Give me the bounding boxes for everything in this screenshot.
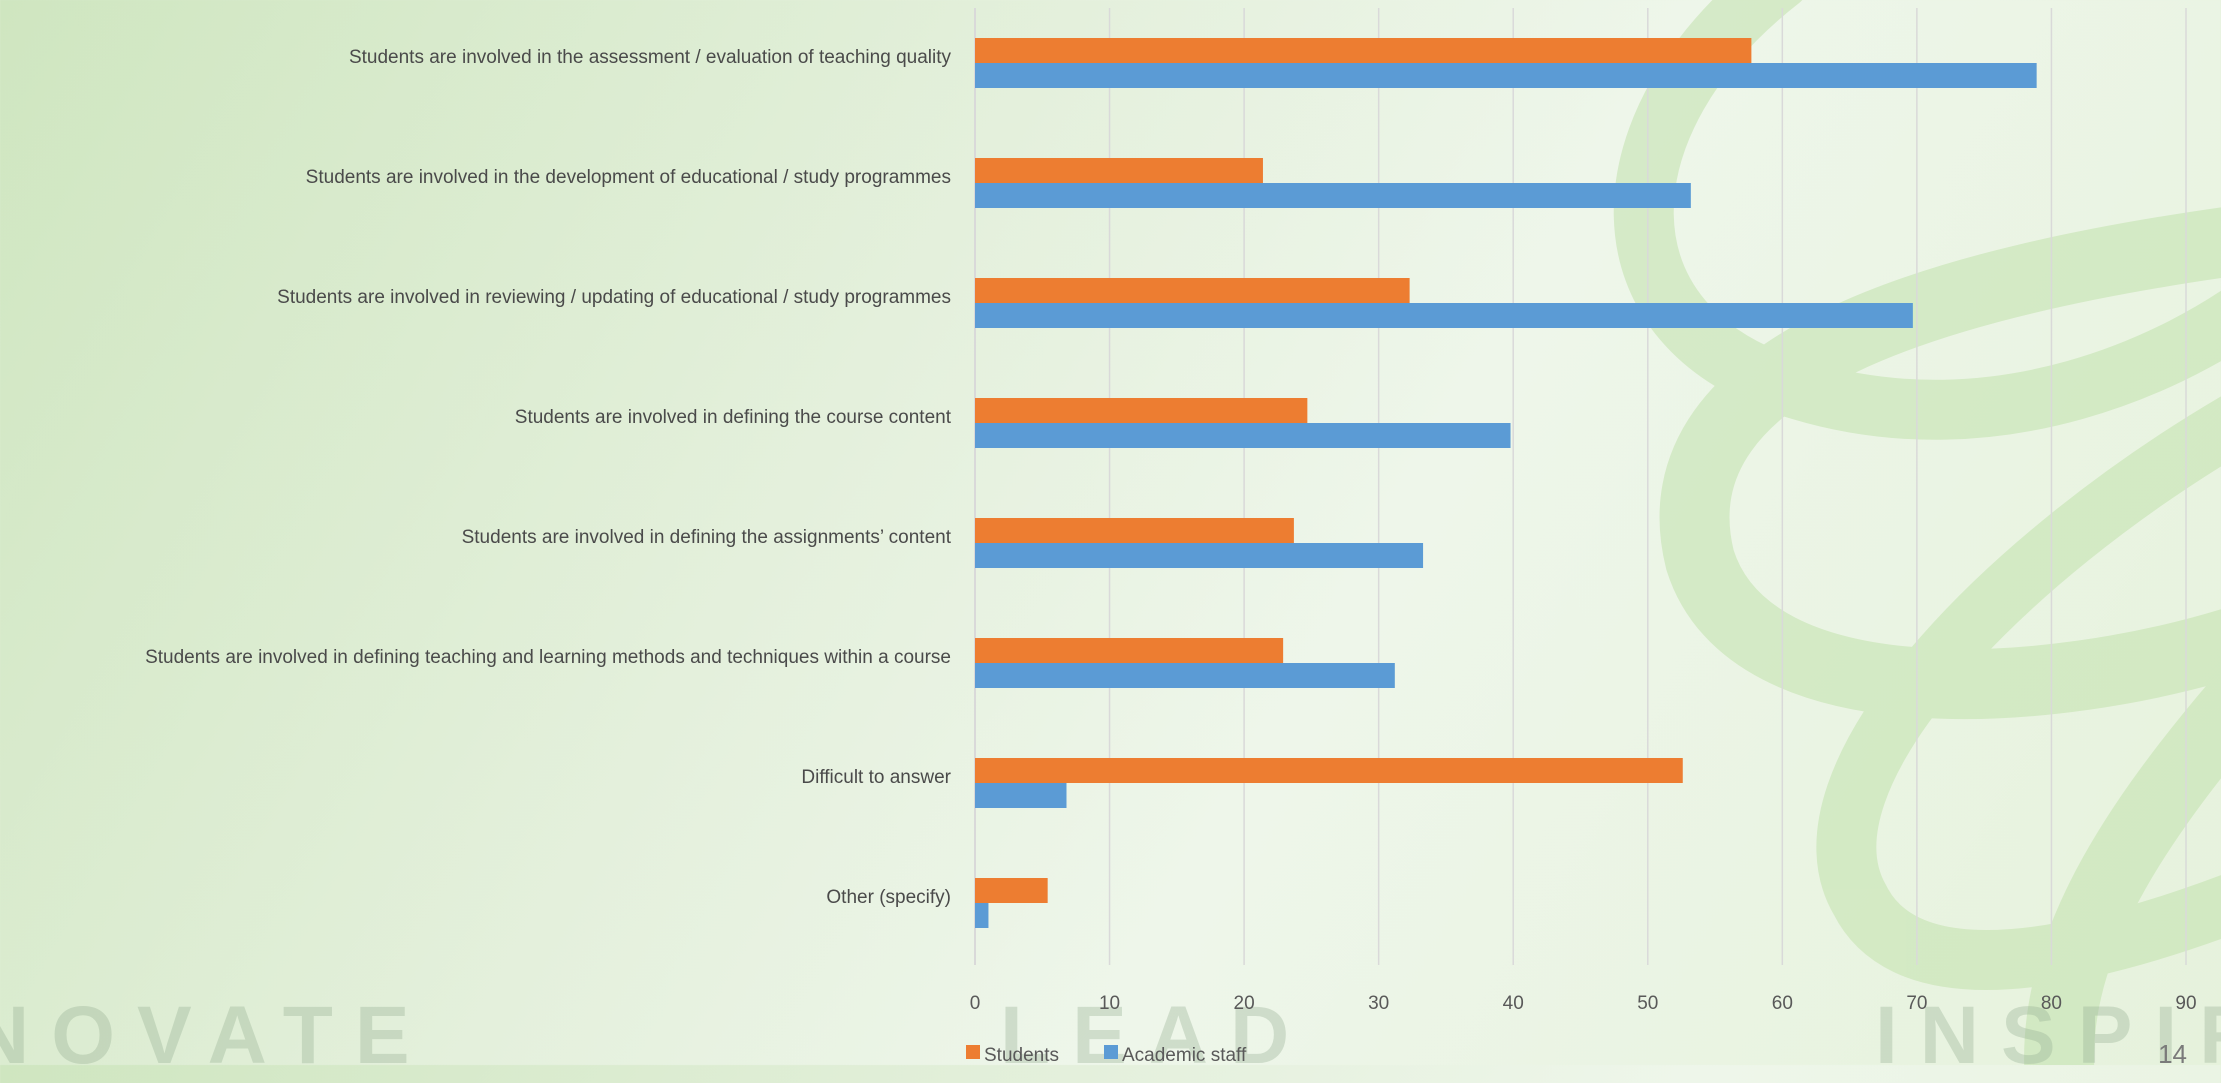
category-label: Other (specify) [826,887,951,908]
students-bar [975,878,1048,903]
academic-staff-bar [975,783,1067,808]
legend-swatch [1104,1045,1118,1059]
legend-item-students: Students [966,1045,1059,1065]
x-tick-label: 30 [1368,993,1389,1014]
academic-staff-bar [975,63,2037,88]
legend-label: Students [984,1045,1059,1065]
bars [975,38,2037,928]
category-label: Students are involved in the development… [306,167,951,188]
x-tick-label: 50 [1637,993,1658,1014]
academic-staff-bar [975,663,1395,688]
students-bar [975,38,1752,63]
legend-label: Academic staff [1122,1045,1247,1065]
legend: Students Academic staff [966,1045,1247,1065]
legend-item-academic-staff: Academic staff [1104,1045,1247,1065]
category-label: Students are involved in defining the as… [462,527,952,548]
academic-staff-bar [975,303,1913,328]
category-labels: Students are involved in the assessment … [145,47,952,908]
academic-staff-bar [975,423,1511,448]
students-bar [975,398,1308,423]
x-tick-label: 20 [1234,993,1255,1014]
page-number: 14 [2158,1039,2187,1065]
students-bar [975,278,1410,303]
category-label: Students are involved in defining teachi… [145,647,951,668]
category-label: Students are involved in the assessment … [349,47,952,68]
category-label: Students are involved in reviewing / upd… [277,287,951,308]
students-bar [975,758,1683,783]
legend-swatch [966,1045,980,1059]
students-bar [975,638,1284,663]
category-label: Students are involved in defining the co… [515,407,952,428]
academic-staff-bar [975,903,989,928]
students-bar [975,518,1294,543]
academic-staff-bar [975,543,1424,568]
gridlines [974,8,2187,965]
x-tick-label: 10 [1099,993,1120,1014]
students-bar [975,158,1263,183]
x-tick-label: 40 [1503,993,1524,1014]
x-axis-tick-labels: 0 10 20 30 40 50 60 70 80 90 [970,993,2197,1014]
x-tick-label: 0 [970,993,981,1014]
x-tick-label: 60 [1772,993,1793,1014]
category-label: Difficult to answer [801,767,951,788]
academic-staff-bar [975,183,1691,208]
x-tick-label: 90 [2175,993,2196,1014]
x-tick-label: 70 [1906,993,1927,1014]
x-tick-label: 80 [2041,993,2062,1014]
